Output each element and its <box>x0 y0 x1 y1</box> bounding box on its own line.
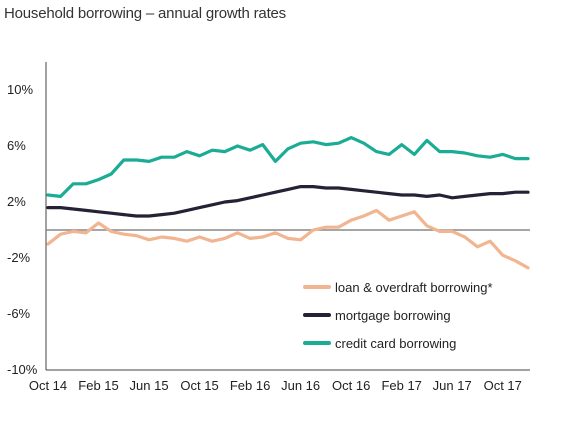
chart-frame <box>45 62 530 371</box>
legend-label-credit-card-borrowing: credit card borrowing <box>335 336 456 351</box>
legend-label-loan-overdraft-borrowing: loan & overdraft borrowing* <box>335 280 493 295</box>
y-tick-label: 2% <box>7 194 26 209</box>
y-tick-label: -10% <box>7 362 38 377</box>
legend-label-mortgage-borrowing: mortgage borrowing <box>335 308 451 323</box>
y-tick-label: -6% <box>7 306 31 321</box>
y-tick-label: -2% <box>7 250 31 265</box>
series-line-loan-overdraft-borrowing <box>46 208 530 270</box>
series-line-credit-card-borrowing <box>46 136 530 198</box>
x-tick-label: Feb 17 <box>381 378 421 393</box>
y-axis-ticks: 10% 6% 2% -2% -6% -10% <box>7 82 38 377</box>
x-tick-label: Oct 14 <box>29 378 67 393</box>
x-tick-label: Oct 16 <box>332 378 370 393</box>
x-tick-label: Feb 16 <box>230 378 270 393</box>
x-tick-label: Jun 16 <box>281 378 320 393</box>
chart-series <box>46 136 530 270</box>
y-tick-label: 10% <box>7 82 33 97</box>
y-tick-label: 6% <box>7 138 26 153</box>
x-tick-label: Feb 15 <box>78 378 118 393</box>
x-tick-label: Oct 17 <box>484 378 522 393</box>
x-axis-ticks: Oct 14 Feb 15 Jun 15 Oct 15 Feb 16 Jun 16 Oct … <box>29 378 522 393</box>
x-tick-label: Oct 15 <box>180 378 218 393</box>
x-tick-label: Jun 15 <box>130 378 169 393</box>
chart-legend: loan & overdraft borrowing* mortgage borr… <box>303 280 493 351</box>
series-line-mortgage-borrowing <box>46 185 530 218</box>
chart-title: Household borrowing – annual growth rate… <box>4 5 286 22</box>
x-tick-label: Jun 17 <box>433 378 472 393</box>
